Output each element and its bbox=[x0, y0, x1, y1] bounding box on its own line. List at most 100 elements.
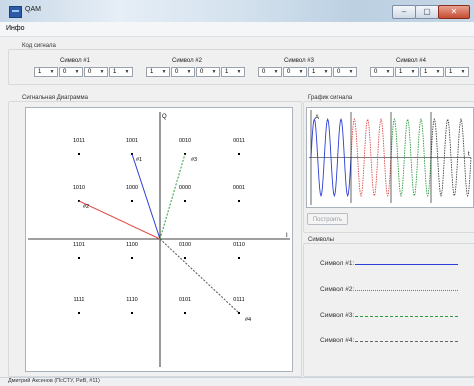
vector-line bbox=[159, 238, 240, 314]
bit-value: 0 bbox=[287, 69, 291, 75]
bit-select[interactable]: 1 ▼ bbox=[221, 67, 245, 77]
bit-value: 0 bbox=[88, 69, 92, 75]
constellation-point bbox=[238, 200, 240, 202]
chevron-down-icon: ▼ bbox=[410, 69, 416, 75]
symbol-label: Символ #2 bbox=[172, 58, 202, 64]
constellation-code-label: 1011 bbox=[73, 138, 85, 144]
bit-select[interactable]: 0 ▼ bbox=[370, 67, 394, 77]
constellation-code-label: 1001 bbox=[126, 138, 138, 144]
minimize-button[interactable]: – bbox=[392, 5, 416, 19]
axis-a-label: A bbox=[315, 115, 319, 121]
bit-value: 1 bbox=[449, 69, 453, 75]
bit-select[interactable]: 1 ▼ bbox=[445, 67, 469, 77]
constellation-point bbox=[131, 257, 133, 259]
chevron-down-icon: ▼ bbox=[298, 69, 304, 75]
bit-value: 1 bbox=[38, 69, 42, 75]
legend-label: Символы bbox=[306, 237, 336, 243]
vector-label: #4 bbox=[245, 317, 251, 323]
symbol-label: Символ #1 bbox=[60, 58, 90, 64]
constellation-diagram: Q I 1011 1001 0010 0011 1010 1000 0000 0001 1101 11… bbox=[28, 112, 290, 367]
bit-select[interactable]: 0 ▼ bbox=[333, 67, 357, 77]
signal-plot-label: График сигнала bbox=[306, 95, 355, 101]
constellation-label: Сигнальная Диаграмма bbox=[20, 95, 90, 101]
bit-value: 1 bbox=[150, 69, 154, 75]
vector-line bbox=[159, 153, 186, 240]
status-bar: Дмитрий Аксенов (ПсСТУ, РиВ, #11) bbox=[0, 377, 474, 386]
bit-value: 0 bbox=[262, 69, 266, 75]
axis-q-label: Q bbox=[162, 114, 167, 120]
axis-t-label: t bbox=[468, 152, 470, 158]
bit-select[interactable]: 0 ▼ bbox=[84, 67, 108, 77]
chevron-down-icon: ▼ bbox=[385, 69, 391, 75]
signal-code-group bbox=[8, 49, 474, 85]
chevron-down-icon: ▼ bbox=[323, 69, 329, 75]
signal-wave bbox=[310, 117, 352, 198]
chevron-down-icon: ▼ bbox=[161, 69, 167, 75]
bit-select[interactable]: 0 ▼ bbox=[59, 67, 83, 77]
build-button[interactable]: Построить bbox=[307, 213, 348, 225]
constellation-point bbox=[78, 257, 80, 259]
chevron-down-icon: ▼ bbox=[348, 69, 354, 75]
bit-value: 0 bbox=[63, 69, 67, 75]
constellation-group bbox=[8, 101, 302, 377]
vector-label: #2 bbox=[83, 204, 89, 210]
chevron-down-icon: ▼ bbox=[236, 69, 242, 75]
vector-label: #1 bbox=[136, 157, 142, 163]
app-icon bbox=[9, 6, 22, 18]
maximize-button[interactable]: ▢ bbox=[415, 5, 439, 19]
constellation-point bbox=[184, 312, 186, 314]
chevron-down-icon: ▼ bbox=[273, 69, 279, 75]
bit-value: 0 bbox=[374, 69, 378, 75]
chevron-down-icon: ▼ bbox=[211, 69, 217, 75]
axis-i-label: I bbox=[286, 233, 288, 239]
symbol-label: Символ #4 bbox=[396, 58, 426, 64]
bit-select[interactable]: 1 ▼ bbox=[308, 67, 332, 77]
menu-bar: Инфо bbox=[0, 22, 474, 37]
bit-select[interactable]: 1 ▼ bbox=[34, 67, 58, 77]
chevron-down-icon: ▼ bbox=[74, 69, 80, 75]
bit-select[interactable]: 0 ▼ bbox=[196, 67, 220, 77]
bit-select[interactable]: 1 ▼ bbox=[109, 67, 133, 77]
bit-select[interactable]: 0 ▼ bbox=[283, 67, 307, 77]
signal-wave bbox=[390, 117, 432, 198]
close-button[interactable]: ✕ bbox=[438, 5, 470, 19]
constellation-code-label: 0010 bbox=[179, 138, 191, 144]
bit-value: 0 bbox=[337, 69, 341, 75]
title-bar[interactable]: QAM – ▢ ✕ bbox=[0, 0, 474, 23]
constellation-point bbox=[238, 312, 240, 314]
bit-select[interactable]: 1 ▼ bbox=[146, 67, 170, 77]
menu-info[interactable]: Инфо bbox=[6, 25, 25, 32]
bit-select[interactable]: 1 ▼ bbox=[420, 67, 444, 77]
bit-select[interactable]: 1 ▼ bbox=[395, 67, 419, 77]
constellation-code-label: 0011 bbox=[233, 138, 245, 144]
constellation-point bbox=[78, 312, 80, 314]
signal-plot: At bbox=[309, 110, 472, 205]
legend-label: Символ #2: bbox=[320, 286, 355, 293]
vector-line bbox=[78, 200, 161, 240]
constellation-panel: Q I 1011 1001 0010 0011 1010 1000 0000 0001 1101 11… bbox=[25, 107, 293, 372]
constellation-code-label: 0101 bbox=[179, 297, 191, 303]
constellation-code-label: 1110 bbox=[126, 297, 137, 303]
legend-group bbox=[303, 243, 474, 377]
legend-swatch bbox=[355, 316, 458, 317]
bit-select[interactable]: 0 ▼ bbox=[171, 67, 195, 77]
legend-swatch bbox=[355, 264, 458, 265]
constellation-point bbox=[238, 153, 240, 155]
signal-wave bbox=[350, 117, 392, 198]
constellation-point bbox=[131, 200, 133, 202]
legend-label: Символ #3: bbox=[320, 312, 355, 319]
constellation-code-label: 1010 bbox=[73, 185, 85, 191]
constellation-code-label: 1000 bbox=[126, 185, 138, 191]
constellation-code-label: 1111 bbox=[73, 297, 84, 303]
signal-code-label: Код сигнала bbox=[20, 43, 58, 49]
chevron-down-icon: ▼ bbox=[49, 69, 55, 75]
bit-value: 0 bbox=[175, 69, 179, 75]
bit-select[interactable]: 0 ▼ bbox=[258, 67, 282, 77]
legend-swatch bbox=[355, 290, 458, 291]
legend-swatch bbox=[355, 341, 458, 342]
constellation-code-label: 1100 bbox=[126, 242, 138, 248]
bit-value: 1 bbox=[312, 69, 316, 75]
chevron-down-icon: ▼ bbox=[186, 69, 192, 75]
vector-line bbox=[131, 153, 161, 240]
